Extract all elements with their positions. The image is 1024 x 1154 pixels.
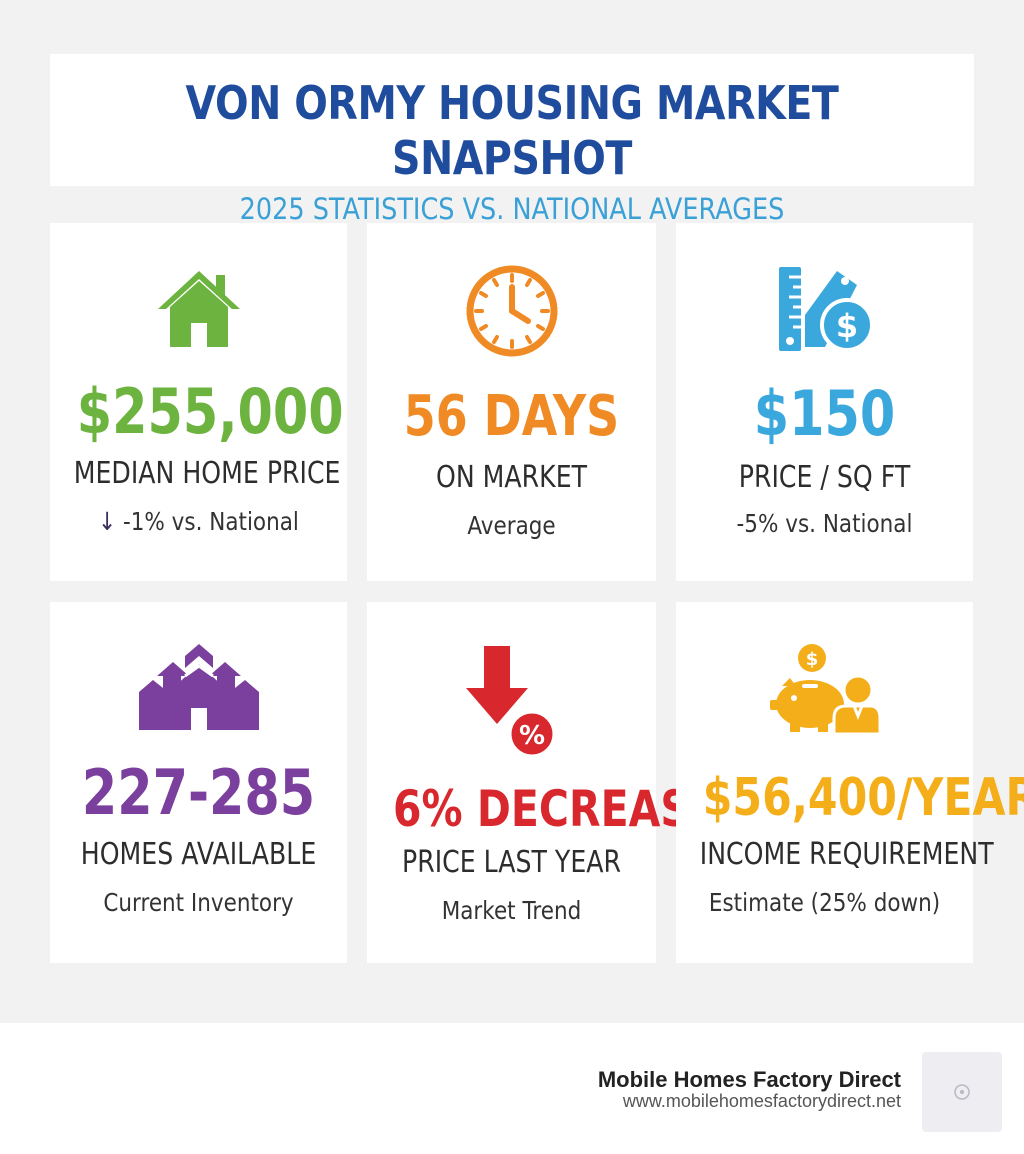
stat-card-days-on-market: 56 DAYS ON MARKET Average: [367, 223, 656, 581]
brand-logo: [922, 1052, 1002, 1132]
stat-note: Average: [467, 511, 556, 540]
page-title: VON ORMY HOUSING MARKET SNAPSHOT: [185, 76, 839, 186]
stat-label: ON MARKET: [435, 460, 588, 495]
stat-value: $150: [753, 377, 896, 450]
stat-note: Market Trend: [441, 896, 582, 925]
stat-value: $56,400/YEAR: [702, 768, 1024, 828]
stat-card-price-decrease: % 6% DECREASE PRICE LAST YEAR Market Tre…: [367, 602, 718, 963]
stat-note: Current Inventory: [103, 888, 294, 917]
stat-card-median-price: $255,000 MEDIAN HOME PRICE ↓ -1% vs. Nat…: [50, 223, 347, 581]
stat-label: INCOME REQUIREMENT: [699, 837, 994, 872]
stat-value: 56 DAYS: [403, 384, 620, 449]
ruler-price-tag-icon: $: [778, 267, 874, 352]
svg-text:$: $: [835, 307, 857, 345]
arrow-down-icon: ↓: [98, 507, 117, 536]
clock-icon: [466, 265, 557, 357]
svg-text:$: $: [805, 649, 818, 670]
stat-value: 227-285: [81, 756, 316, 829]
stat-label: PRICE / SQ FT: [738, 460, 911, 495]
page-subtitle: 2025 STATISTICS VS. NATIONAL AVERAGES: [239, 192, 785, 227]
stat-value: $255,000: [76, 375, 344, 448]
stat-label: MEDIAN HOME PRICE: [73, 456, 341, 491]
stat-note: -5% vs. National: [736, 509, 913, 538]
stat-label: PRICE LAST YEAR: [401, 845, 621, 880]
brand-name: Mobile Homes Factory Direct: [597, 1067, 901, 1092]
house-icon: [157, 271, 240, 347]
logo-icon: [954, 1084, 970, 1100]
stat-note: ↓ -1% vs. National: [98, 507, 299, 536]
homes-cluster-icon: [138, 644, 259, 730]
brand-url[interactable]: www.mobilehomesfactorydirect.net: [622, 1091, 901, 1111]
stat-card-homes-available: 227-285 HOMES AVAILABLE Current Inventor…: [50, 602, 347, 963]
stat-value: 6% DECREASE: [393, 780, 718, 838]
footer: Mobile Homes Factory Direct www.mobileho…: [0, 1023, 1024, 1154]
stat-note: Estimate (25% down): [708, 888, 941, 917]
stat-card-income-requirement: $ $56,400/YEAR INCOME REQUIREMENT Estima…: [676, 602, 1024, 963]
svg-text:%: %: [518, 721, 544, 751]
header-banner: VON ORMY HOUSING MARKET SNAPSHOT 2025 ST…: [50, 54, 974, 226]
piggy-bank-person-icon: $: [769, 644, 880, 736]
stat-card-price-per-sqft: $ $150 PRICE / SQ FT -5% vs. National: [676, 223, 973, 581]
percent-decrease-arrow-icon: %: [465, 646, 555, 756]
stat-label: HOMES AVAILABLE: [80, 837, 317, 872]
